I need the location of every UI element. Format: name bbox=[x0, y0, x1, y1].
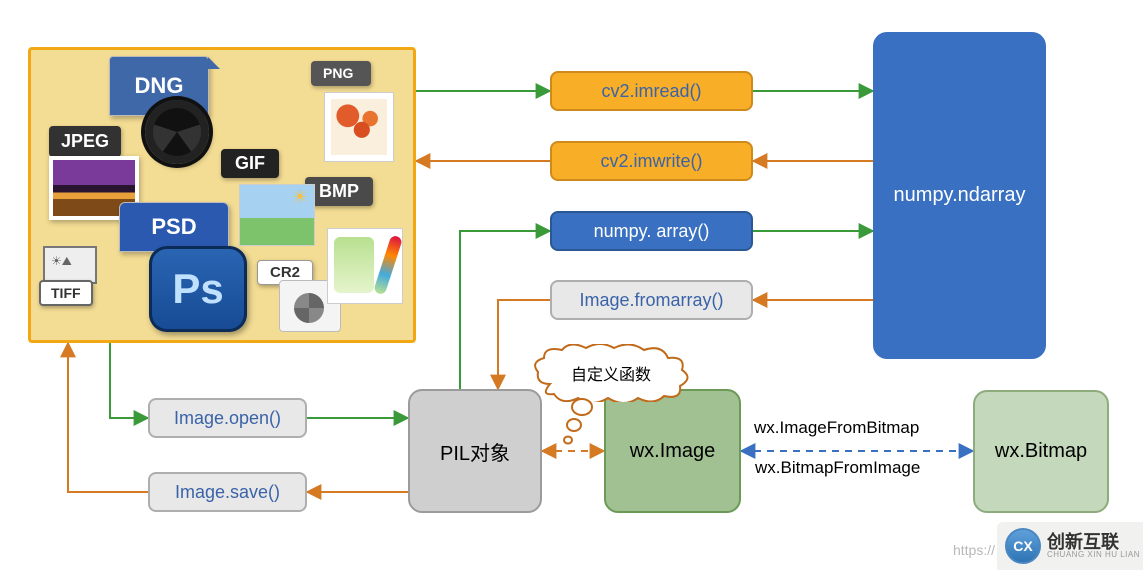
node-wx-image: wx.Image bbox=[604, 389, 741, 513]
label-wx-image-from-bitmap: wx.ImageFromBitmap bbox=[754, 418, 919, 438]
brand-name-cn: 创新互联 bbox=[1047, 533, 1140, 551]
png-thumb bbox=[324, 92, 394, 162]
chip-cv2-imread: cv2.imread() bbox=[550, 71, 753, 111]
paint-thumb bbox=[327, 228, 403, 304]
format-badge-png: PNG bbox=[311, 61, 371, 86]
cloud-tail-icon bbox=[560, 395, 600, 455]
label-wx-bitmap-from-image: wx.BitmapFromImage bbox=[755, 458, 920, 478]
ps-icon: Ps bbox=[149, 246, 247, 332]
brand-logo: CX 创新互联 CHUANG XIN HU LIAN bbox=[997, 522, 1143, 570]
bmp-thumb bbox=[239, 184, 315, 246]
brand-text: 创新互联 CHUANG XIN HU LIAN bbox=[1047, 533, 1140, 559]
lens-icon bbox=[145, 100, 209, 164]
image-formats-collage: DNG PNG JPEG GIF BMP PSD Ps TIFF CR2 bbox=[28, 47, 416, 343]
format-badge-jpeg: JPEG bbox=[49, 126, 121, 157]
node-label: PIL对象 bbox=[440, 437, 510, 466]
node-pil-object: PIL对象 bbox=[408, 389, 542, 513]
brand-badge-icon: CX bbox=[1005, 528, 1041, 564]
cloud-label: 自定义函数 bbox=[571, 361, 651, 385]
node-numpy-ndarray: numpy.ndarray bbox=[873, 32, 1046, 359]
cloud-custom-function: 自定义函数 bbox=[530, 344, 692, 402]
node-label: numpy.ndarray bbox=[894, 184, 1026, 207]
node-label: wx.Bitmap bbox=[995, 440, 1087, 463]
node-label: wx.Image bbox=[630, 440, 716, 463]
diagram-canvas: DNG PNG JPEG GIF BMP PSD Ps TIFF CR2 num… bbox=[0, 0, 1143, 570]
brand-name-pinyin: CHUANG XIN HU LIAN bbox=[1047, 551, 1140, 559]
node-wx-bitmap: wx.Bitmap bbox=[973, 390, 1109, 513]
tiff-thumb bbox=[43, 246, 97, 284]
format-badge-gif: GIF bbox=[221, 149, 279, 178]
format-badge-bmp: BMP bbox=[305, 177, 373, 206]
chip-image-open: Image.open() bbox=[148, 398, 307, 438]
format-badge-psd: PSD bbox=[119, 202, 229, 252]
chip-numpy-array: numpy. array() bbox=[550, 211, 753, 251]
footer-url-prefix: https:// bbox=[953, 542, 995, 558]
chip-cv2-imwrite: cv2.imwrite() bbox=[550, 141, 753, 181]
chip-image-fromarray: Image.fromarray() bbox=[550, 280, 753, 320]
format-badge-tiff: TIFF bbox=[39, 280, 93, 306]
chip-image-save: Image.save() bbox=[148, 472, 307, 512]
